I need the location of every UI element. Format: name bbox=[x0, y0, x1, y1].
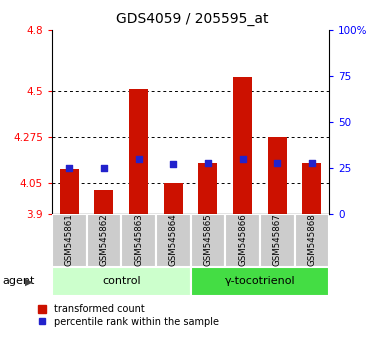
Text: GSM545866: GSM545866 bbox=[238, 213, 247, 266]
Legend: transformed count, percentile rank within the sample: transformed count, percentile rank withi… bbox=[38, 304, 219, 327]
Bar bbox=[233, 77, 252, 214]
Text: GSM545867: GSM545867 bbox=[273, 213, 282, 266]
Bar bbox=[52, 267, 191, 296]
Point bbox=[274, 160, 280, 165]
Bar bbox=[198, 163, 218, 214]
Text: γ-tocotrienol: γ-tocotrienol bbox=[224, 276, 295, 286]
Bar bbox=[191, 214, 225, 267]
Point bbox=[239, 156, 246, 162]
Point bbox=[309, 160, 315, 165]
Text: GDS4059 / 205595_at: GDS4059 / 205595_at bbox=[116, 12, 269, 27]
Text: GSM545863: GSM545863 bbox=[134, 213, 143, 266]
Bar bbox=[302, 163, 321, 214]
Bar bbox=[268, 137, 287, 214]
Text: control: control bbox=[102, 276, 141, 286]
Bar bbox=[295, 214, 329, 267]
Point bbox=[66, 165, 72, 171]
Text: GSM545862: GSM545862 bbox=[99, 213, 109, 266]
Point bbox=[101, 165, 107, 171]
Bar bbox=[225, 214, 260, 267]
Bar bbox=[164, 183, 183, 214]
Point bbox=[205, 160, 211, 165]
Bar bbox=[52, 214, 87, 267]
Text: agent: agent bbox=[2, 276, 34, 286]
Bar bbox=[60, 169, 79, 214]
Text: GSM545868: GSM545868 bbox=[307, 213, 316, 266]
Bar bbox=[129, 90, 148, 214]
Bar bbox=[191, 267, 329, 296]
Point bbox=[170, 162, 176, 167]
Text: GSM545865: GSM545865 bbox=[203, 213, 213, 266]
Bar bbox=[87, 214, 121, 267]
Bar bbox=[94, 190, 114, 214]
Bar bbox=[121, 214, 156, 267]
Point bbox=[136, 156, 142, 162]
Text: GSM545864: GSM545864 bbox=[169, 213, 178, 266]
Bar bbox=[260, 214, 295, 267]
Bar bbox=[156, 214, 191, 267]
Text: ▶: ▶ bbox=[25, 276, 33, 286]
Text: GSM545861: GSM545861 bbox=[65, 213, 74, 266]
